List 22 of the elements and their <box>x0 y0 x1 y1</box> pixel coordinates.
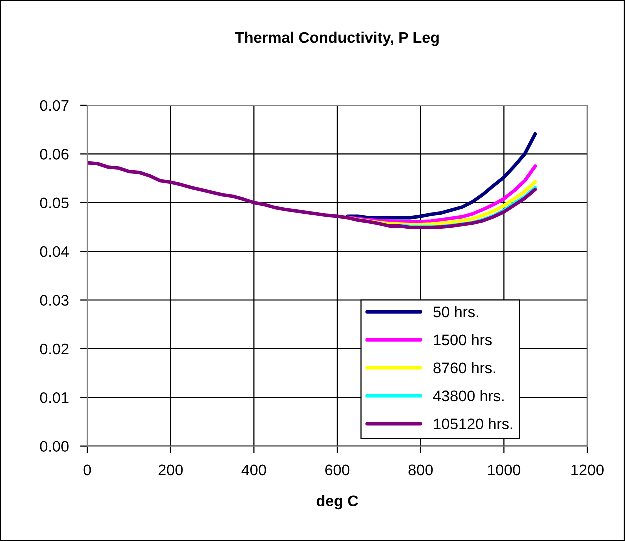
x-tick-label: 600 <box>326 464 350 476</box>
y-tick-label: 0.07 <box>40 100 69 112</box>
y-tick-label: 0.05 <box>40 198 69 209</box>
y-tick-label: 0.02 <box>40 344 69 355</box>
y-tick-label: 0.00 <box>40 441 69 452</box>
y-tick-label: 0.03 <box>40 295 69 306</box>
legend-label: 1500 hrs <box>434 334 492 346</box>
x-tick-label: 1200 <box>572 464 604 476</box>
legend-label: 105120 hrs. <box>434 418 512 430</box>
x-tick-label: 1000 <box>488 464 521 476</box>
legend-label: 43800 hrs. <box>433 390 504 402</box>
y-tick-label: 0.04 <box>40 246 69 258</box>
chart-title: Thermal Conductivity, P Leg <box>235 32 439 46</box>
x-tick-label: 0 <box>84 464 92 476</box>
legend-label: 50 hrs. <box>434 306 478 318</box>
y-tick-label: 0.06 <box>40 149 69 160</box>
legend-label: 8760 hrs. <box>434 362 496 374</box>
x-tick-label: 800 <box>408 464 433 476</box>
x-axis-title: deg C <box>316 495 358 510</box>
x-tick-label: 200 <box>158 464 183 476</box>
x-tick-label: 400 <box>242 464 266 476</box>
y-tick-label: 0.01 <box>40 392 69 404</box>
